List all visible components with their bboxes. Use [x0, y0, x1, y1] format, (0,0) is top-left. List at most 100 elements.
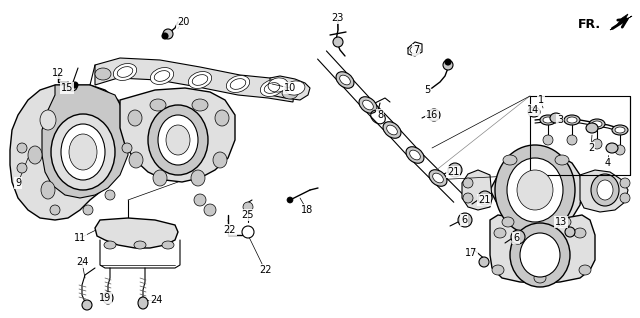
Text: 12: 12	[52, 68, 64, 78]
Ellipse shape	[510, 223, 570, 287]
Ellipse shape	[555, 155, 569, 165]
Polygon shape	[10, 85, 128, 220]
Ellipse shape	[340, 75, 350, 85]
Ellipse shape	[72, 82, 78, 88]
Text: 3: 3	[557, 115, 563, 125]
Text: 21: 21	[478, 195, 490, 205]
Ellipse shape	[492, 265, 504, 275]
Ellipse shape	[285, 81, 305, 95]
Ellipse shape	[162, 241, 174, 249]
Ellipse shape	[586, 123, 598, 133]
Polygon shape	[580, 170, 628, 212]
Ellipse shape	[104, 241, 116, 249]
Text: 23: 23	[331, 13, 343, 23]
Ellipse shape	[134, 241, 146, 249]
Ellipse shape	[17, 143, 27, 153]
Text: 24: 24	[150, 295, 162, 305]
Polygon shape	[95, 58, 295, 102]
Text: FR.: FR.	[577, 17, 600, 31]
Ellipse shape	[495, 145, 575, 235]
Text: 16: 16	[426, 110, 438, 120]
Ellipse shape	[69, 134, 97, 170]
Text: 18: 18	[301, 205, 313, 215]
Ellipse shape	[122, 143, 132, 153]
Text: 6: 6	[513, 233, 519, 243]
Text: 10: 10	[284, 83, 296, 93]
Ellipse shape	[458, 213, 472, 227]
Text: 4: 4	[605, 158, 611, 168]
Ellipse shape	[268, 78, 288, 92]
Ellipse shape	[50, 205, 60, 215]
Ellipse shape	[406, 147, 424, 163]
Ellipse shape	[28, 146, 42, 164]
Ellipse shape	[615, 127, 625, 133]
Ellipse shape	[67, 83, 77, 91]
Ellipse shape	[559, 217, 571, 227]
Ellipse shape	[191, 170, 205, 186]
Ellipse shape	[213, 152, 227, 168]
Ellipse shape	[478, 191, 492, 205]
Ellipse shape	[511, 230, 525, 244]
Polygon shape	[490, 215, 595, 283]
Ellipse shape	[592, 121, 602, 127]
Ellipse shape	[433, 173, 444, 183]
Ellipse shape	[591, 174, 619, 206]
Ellipse shape	[166, 125, 190, 155]
Ellipse shape	[83, 205, 93, 215]
Ellipse shape	[565, 227, 575, 237]
Ellipse shape	[564, 115, 580, 125]
Ellipse shape	[138, 297, 148, 309]
Ellipse shape	[615, 145, 625, 155]
Ellipse shape	[429, 170, 447, 186]
Ellipse shape	[113, 64, 137, 80]
Ellipse shape	[260, 80, 284, 96]
Text: 6: 6	[461, 215, 467, 225]
Ellipse shape	[503, 155, 517, 165]
Text: 19: 19	[99, 293, 111, 303]
Ellipse shape	[359, 97, 377, 113]
Polygon shape	[270, 76, 310, 100]
Polygon shape	[610, 14, 632, 30]
Text: 13: 13	[555, 217, 567, 227]
Text: 9: 9	[15, 178, 21, 188]
Ellipse shape	[502, 217, 514, 227]
Ellipse shape	[128, 110, 142, 126]
Ellipse shape	[550, 113, 562, 123]
Ellipse shape	[243, 202, 253, 212]
Ellipse shape	[567, 135, 577, 145]
Ellipse shape	[282, 87, 298, 99]
Ellipse shape	[479, 257, 489, 267]
Ellipse shape	[103, 292, 113, 304]
Ellipse shape	[17, 163, 27, 173]
Ellipse shape	[620, 193, 630, 203]
Ellipse shape	[129, 152, 143, 168]
Ellipse shape	[41, 181, 55, 199]
Ellipse shape	[363, 100, 373, 110]
Ellipse shape	[192, 99, 208, 111]
Polygon shape	[120, 88, 235, 182]
Text: 11: 11	[74, 233, 86, 243]
Ellipse shape	[597, 180, 613, 200]
Text: 25: 25	[242, 210, 254, 220]
Ellipse shape	[215, 110, 229, 126]
Text: 21: 21	[447, 167, 459, 177]
Text: 1: 1	[538, 95, 544, 105]
Ellipse shape	[242, 226, 254, 238]
Ellipse shape	[150, 67, 173, 85]
Ellipse shape	[443, 60, 453, 70]
Ellipse shape	[463, 193, 473, 203]
Ellipse shape	[150, 99, 166, 111]
Text: 14: 14	[527, 105, 539, 115]
Polygon shape	[42, 85, 128, 198]
Ellipse shape	[51, 114, 115, 190]
Ellipse shape	[40, 110, 56, 130]
Ellipse shape	[162, 33, 168, 39]
Ellipse shape	[82, 300, 92, 310]
Ellipse shape	[494, 228, 506, 238]
Ellipse shape	[606, 143, 618, 153]
Ellipse shape	[574, 228, 586, 238]
Text: 7: 7	[413, 45, 419, 55]
Ellipse shape	[507, 158, 563, 222]
Ellipse shape	[105, 190, 115, 200]
Ellipse shape	[194, 194, 206, 206]
